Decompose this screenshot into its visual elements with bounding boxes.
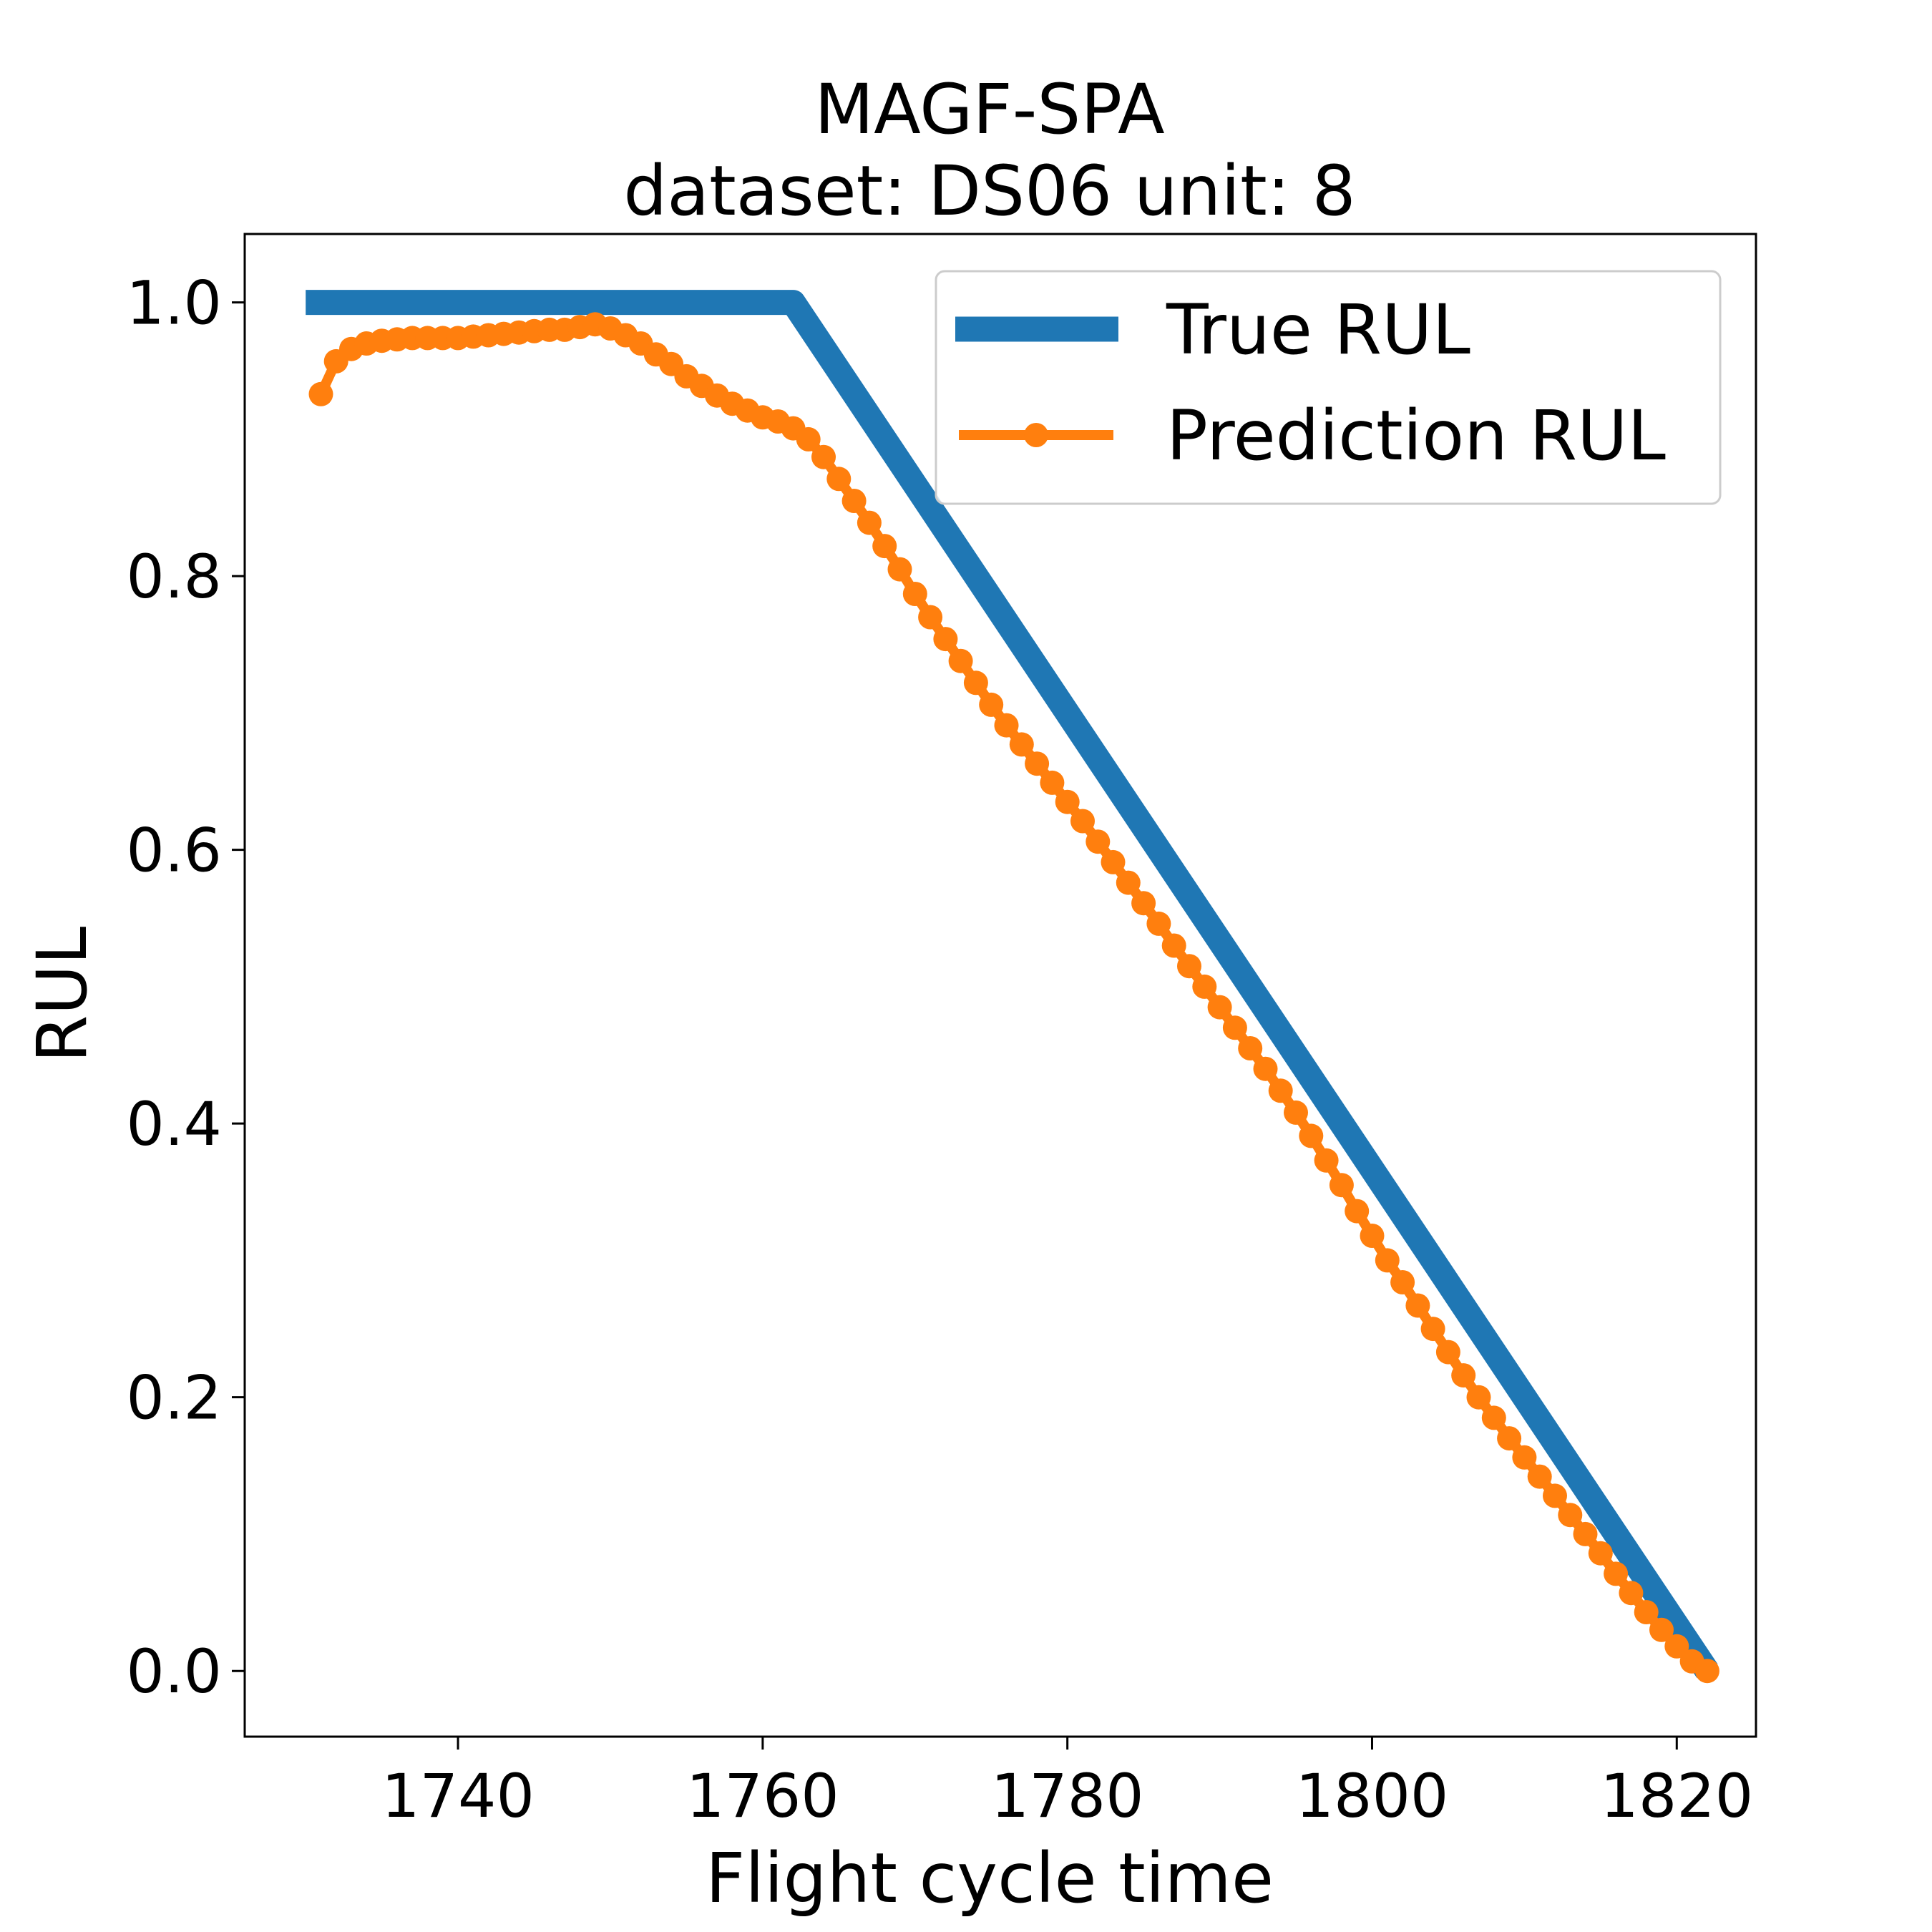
legend-label-true-rul: True RUL	[1166, 290, 1470, 370]
data-point-prediction-rul	[826, 467, 852, 492]
data-point-prediction-rul	[872, 534, 897, 559]
legend-marker-prediction-rul	[1024, 423, 1048, 447]
legend-box	[935, 270, 1722, 505]
data-point-prediction-rul	[1360, 1224, 1385, 1248]
x-tick-label: 1760	[686, 1761, 839, 1831]
series-line-prediction-rul	[316, 319, 1710, 1676]
y-tick-label: 0.6	[126, 816, 222, 886]
data-point-prediction-rul	[1284, 1100, 1308, 1125]
data-point-prediction-rul	[1466, 1385, 1491, 1410]
y-tick-label: 0.0	[126, 1636, 222, 1707]
data-point-prediction-rul	[1085, 829, 1111, 854]
x-tick-label: 1780	[991, 1761, 1144, 1831]
data-point-prediction-rul	[1299, 1123, 1324, 1148]
data-point-prediction-rul	[1222, 1015, 1247, 1040]
data-point-prediction-rul	[933, 627, 958, 652]
data-point-prediction-rul	[1161, 933, 1186, 958]
data-point-prediction-rul	[1055, 789, 1080, 814]
data-point-prediction-rul	[1558, 1503, 1583, 1528]
plot-frame	[243, 233, 1757, 1738]
y-tick-label: 0.4	[126, 1089, 222, 1159]
data-point-prediction-rul	[948, 648, 973, 673]
data-point-prediction-rul	[796, 426, 821, 452]
data-point-prediction-rul	[1177, 954, 1201, 979]
data-point-prediction-rul	[1604, 1561, 1629, 1586]
y-tick-label: 0.8	[126, 542, 222, 612]
data-point-prediction-rul	[1664, 1634, 1689, 1659]
data-point-prediction-rul	[1345, 1199, 1370, 1224]
y-tick-label: 1.0	[126, 268, 222, 338]
data-point-prediction-rul	[979, 692, 1004, 717]
plot-area	[306, 290, 1719, 1684]
data-point-prediction-rul	[1146, 911, 1171, 936]
series-line-true-rul	[306, 290, 1718, 1678]
x-axis: 1740 1760 1780 1800 1820	[381, 1737, 1753, 1831]
data-point-prediction-rul	[1009, 732, 1034, 757]
data-point-prediction-rul	[1238, 1036, 1263, 1060]
data-point-prediction-rul	[1314, 1148, 1339, 1173]
y-axis: 0.0 0.2 0.4 0.6 0.8 1.0	[126, 268, 245, 1707]
data-point-prediction-rul	[1573, 1521, 1598, 1546]
legend: True RUL Prediction RUL	[935, 270, 1722, 505]
data-point-prediction-rul	[902, 582, 927, 606]
data-point-prediction-rul	[857, 510, 882, 535]
data-point-prediction-rul	[1192, 974, 1217, 999]
data-point-prediction-rul	[1435, 1340, 1460, 1365]
data-point-prediction-rul	[1116, 870, 1141, 895]
data-point-prediction-rul	[1070, 809, 1095, 834]
data-point-prediction-rul	[887, 557, 912, 582]
data-point-prediction-rul	[1512, 1445, 1537, 1470]
data-point-prediction-rul	[1527, 1464, 1552, 1489]
data-point-prediction-rul	[918, 605, 943, 630]
y-tick-label: 0.2	[126, 1363, 222, 1433]
legend-label-prediction-rul: Prediction RUL	[1166, 396, 1666, 476]
chart-subtitle: dataset: DS06 unit: 8	[623, 151, 1355, 231]
data-point-prediction-rul	[1405, 1293, 1430, 1318]
data-point-prediction-rul	[1375, 1248, 1400, 1273]
x-tick-label: 1820	[1600, 1761, 1753, 1831]
x-tick-label: 1800	[1296, 1761, 1449, 1831]
data-point-prediction-rul	[1253, 1056, 1278, 1081]
x-axis-label: Flight cycle time	[706, 1838, 1274, 1918]
chart-title: MAGF-SPA	[814, 69, 1164, 150]
data-point-prediction-rul	[1543, 1483, 1567, 1508]
data-point-prediction-rul	[1040, 770, 1065, 795]
data-point-prediction-rul	[1619, 1581, 1644, 1606]
y-axis-label: RUL	[22, 927, 102, 1063]
data-point-prediction-rul	[1131, 891, 1156, 916]
data-point-prediction-rul	[1481, 1405, 1506, 1430]
data-point-prediction-rul	[1694, 1659, 1719, 1684]
x-tick-label: 1740	[381, 1761, 535, 1831]
data-point-prediction-rul	[1588, 1541, 1613, 1566]
data-point-prediction-rul	[1634, 1600, 1659, 1624]
data-point-prediction-rul	[1649, 1617, 1674, 1642]
data-point-prediction-rul	[963, 670, 988, 696]
data-point-prediction-rul	[1497, 1426, 1522, 1451]
data-point-prediction-rul	[1420, 1317, 1445, 1342]
data-point-prediction-rul	[994, 713, 1019, 738]
data-point-prediction-rul	[1390, 1270, 1415, 1294]
data-point-prediction-rul	[1451, 1363, 1476, 1388]
data-point-prediction-rul	[1329, 1173, 1354, 1198]
data-point-prediction-rul	[1207, 995, 1232, 1020]
data-point-prediction-rul	[1268, 1078, 1293, 1103]
data-point-prediction-rul	[1025, 751, 1050, 776]
data-point-prediction-rul	[811, 444, 836, 469]
data-point-prediction-rul	[308, 381, 333, 406]
data-point-prediction-rul	[1101, 849, 1126, 874]
data-point-prediction-rul	[841, 489, 867, 513]
